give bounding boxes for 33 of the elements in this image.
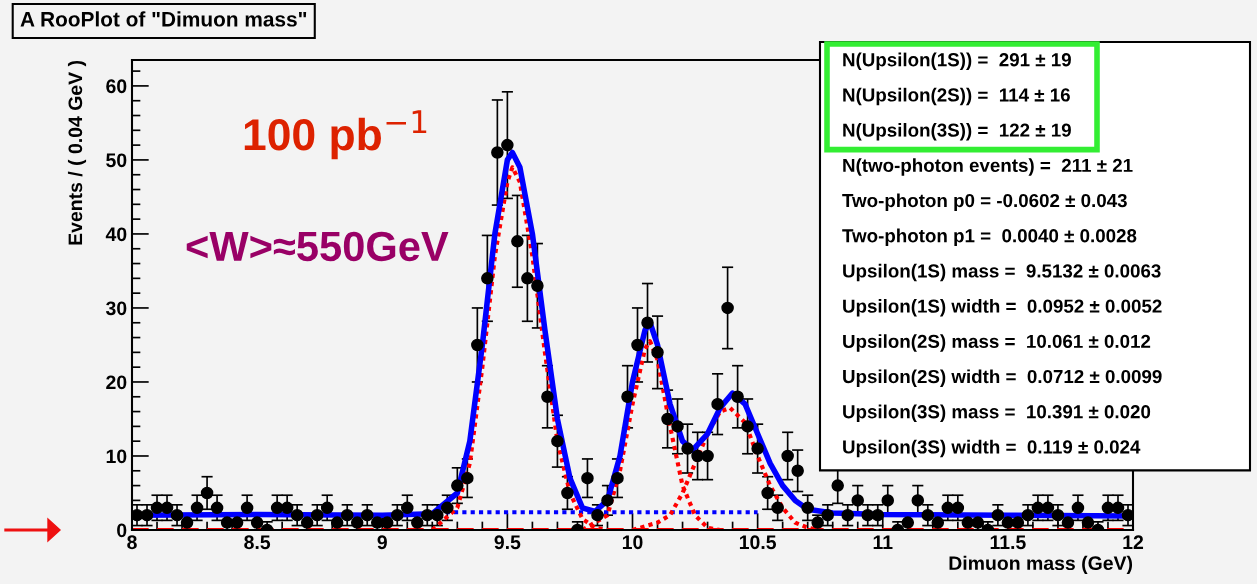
annotation: N(Upsilon(3S)) = 122 ± 19: [843, 123, 1071, 141]
x-tick-label: 9: [377, 535, 387, 550]
annotation: Upsilon(2S) width = 0.0712 ± 0.0099: [843, 369, 1162, 387]
y-tick-label: 20: [106, 375, 127, 390]
annotation: N(two-photon events) = 211 ± 21: [843, 158, 1133, 176]
x-tick-label: 10: [622, 535, 643, 550]
y-axis-title: Events / ( 0.04 GeV ): [67, 60, 87, 245]
y-tick-label: 60: [106, 79, 127, 94]
x-tick-label: 9.5: [494, 535, 521, 550]
x-tick-label: 8.5: [244, 535, 271, 550]
chart-title: A RooPlot of "Dimuon mass": [20, 11, 307, 27]
x-axis-title: Dimuon mass (GeV): [949, 555, 1133, 574]
x-tick-label: 8: [127, 535, 137, 550]
y-tick-label: 50: [106, 153, 127, 168]
annotation: N(Upsilon(2S)) = 114 ± 16: [843, 87, 1070, 106]
x-tick-label: 12: [1123, 535, 1144, 549]
annotation: Upsilon(2S) mass = 10.061 ± 0.012: [843, 334, 1151, 352]
annotation: N(Upsilon(1S)) = 291 ± 19: [843, 52, 1071, 71]
annotation: 100 pb$^{−1}$: [244, 110, 427, 160]
y-tick-label: 0: [117, 523, 127, 538]
annotation: Upsilon(3S) mass = 10.391 ± 0.020: [843, 404, 1151, 423]
x-tick-label: 11.5: [990, 535, 1026, 550]
annotation: Upsilon(3S) width = 0.119 ± 0.024: [843, 439, 1141, 458]
annotation: Upsilon(1S) mass = 9.5132 ± 0.0063: [843, 263, 1161, 282]
annotation: Upsilon(1S) width = 0.0952 ± 0.0052: [843, 299, 1162, 317]
annotation: Two-photon p1 = 0.0040 ± 0.0028: [842, 228, 1137, 247]
y-tick-label: 40: [105, 227, 127, 242]
x-tick-label: 11: [873, 535, 893, 549]
x-tick-label: 10.5: [739, 535, 777, 550]
y-tick-label: 10: [106, 449, 127, 464]
annotation: Two-photon p0 = -0.0602 ± 0.043: [842, 193, 1127, 211]
annotation: <W>≈550GeV: [186, 231, 449, 262]
y-tick-label: 30: [105, 301, 127, 316]
